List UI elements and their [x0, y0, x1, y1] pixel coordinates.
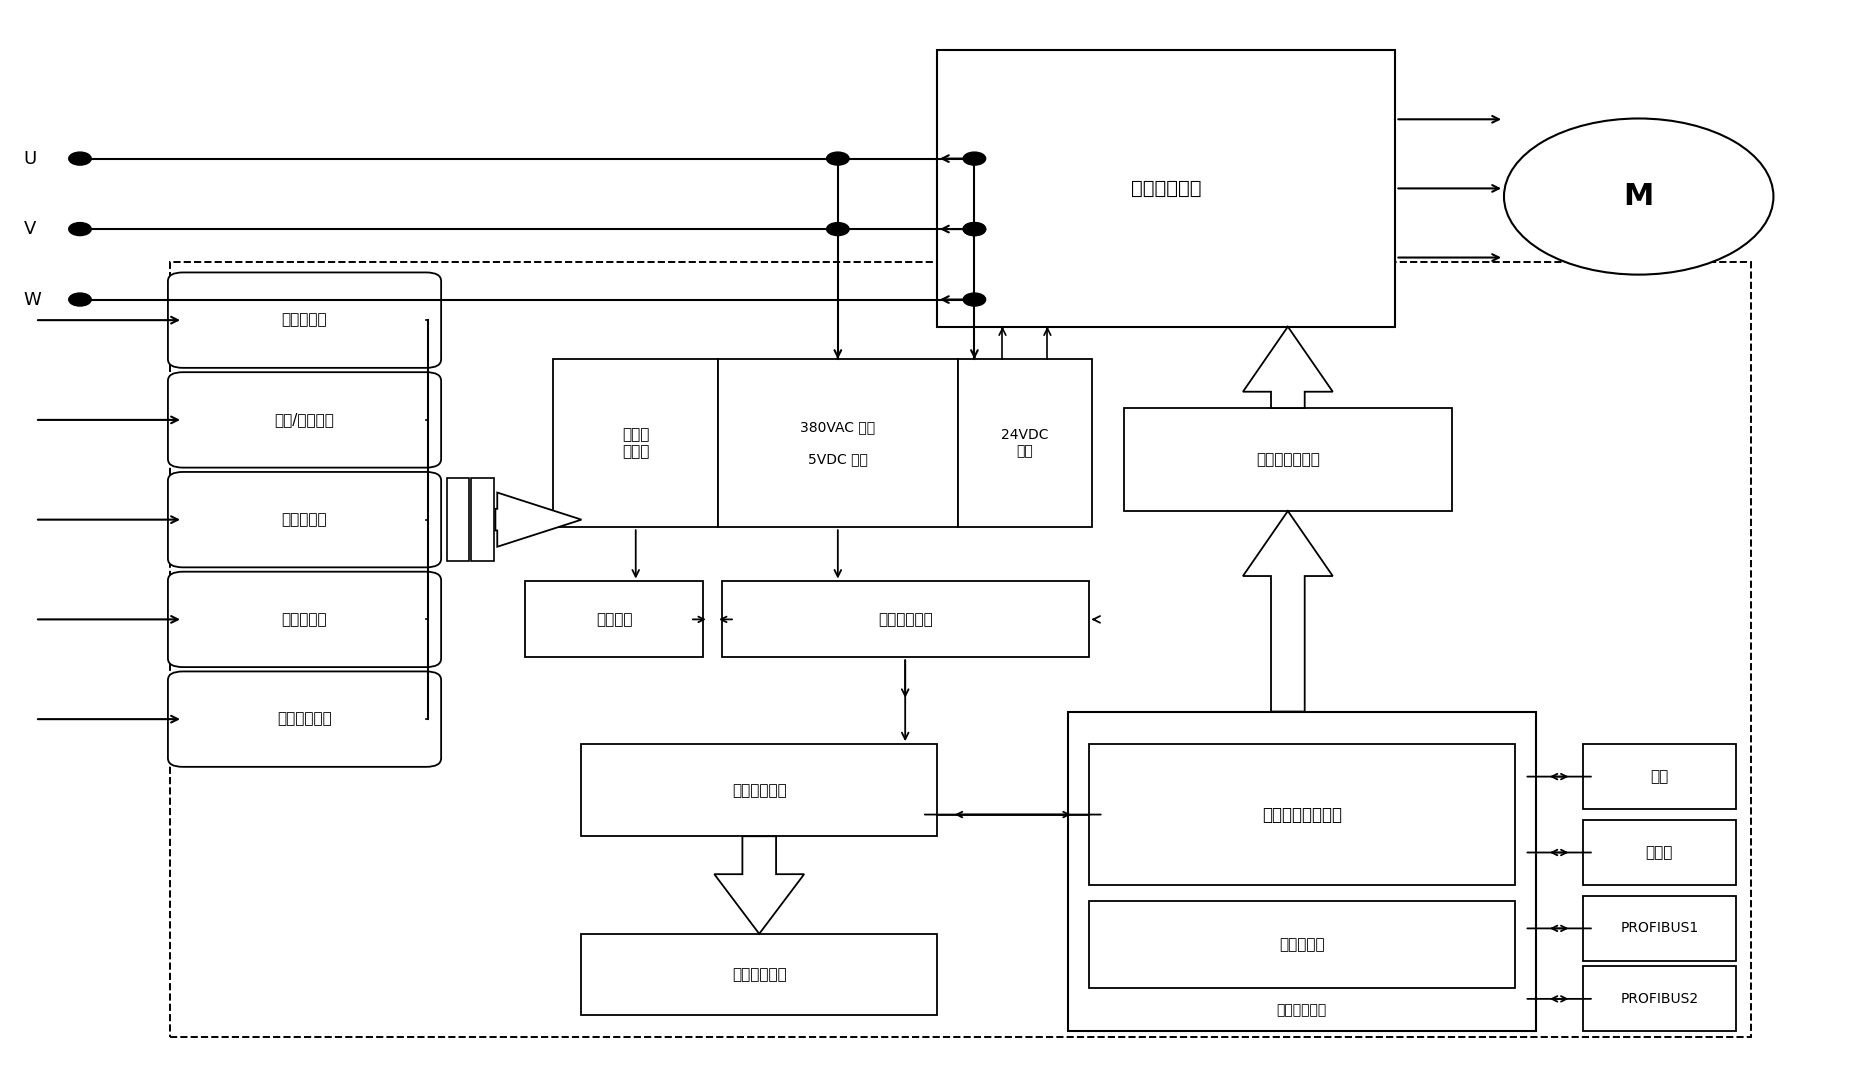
Circle shape [826, 152, 848, 165]
Circle shape [826, 223, 848, 236]
Text: V: V [24, 220, 36, 238]
Text: 电源转
换单元: 电源转 换单元 [622, 427, 650, 460]
Text: 信号处理单元: 信号处理单元 [732, 783, 787, 798]
FancyBboxPatch shape [169, 672, 440, 766]
Circle shape [963, 223, 985, 236]
Text: 液晶显示接口: 液晶显示接口 [732, 967, 787, 982]
Bar [1581, 820, 1734, 885]
Text: 模拟量输入: 模拟量输入 [281, 512, 328, 527]
Bar [1068, 712, 1536, 1032]
Text: 中央处理器及外围: 中央处理器及外围 [1261, 805, 1341, 824]
Bar [1124, 408, 1452, 511]
Text: W: W [24, 290, 41, 309]
Text: 380VAC 输入

5VDC 输出: 380VAC 输入 5VDC 输出 [800, 420, 875, 466]
Text: M: M [1622, 182, 1654, 211]
FancyBboxPatch shape [169, 472, 440, 567]
Text: PROFIBUS1: PROFIBUS1 [1620, 922, 1697, 936]
Bar [1581, 966, 1734, 1032]
Bar [446, 478, 468, 561]
Bar [581, 745, 936, 836]
Text: 热保护报警: 热保护报警 [281, 612, 328, 627]
Text: 以太网: 以太网 [1644, 845, 1673, 860]
Circle shape [69, 293, 92, 307]
Polygon shape [1242, 511, 1332, 712]
Text: 逻辑处理器: 逻辑处理器 [1279, 937, 1324, 952]
Text: 后备电池: 后备电池 [596, 612, 631, 627]
Polygon shape [714, 836, 804, 934]
Circle shape [69, 223, 92, 236]
Text: 位置传感器: 位置传感器 [281, 313, 328, 327]
Bar [1581, 896, 1734, 961]
Bar [717, 359, 957, 527]
Text: PROFIBUS2: PROFIBUS2 [1620, 991, 1697, 1005]
Circle shape [963, 223, 985, 236]
Text: 电机温度信号: 电机温度信号 [277, 712, 332, 726]
Bar [524, 582, 702, 658]
Text: 中央处理单元: 中央处理单元 [1276, 1002, 1326, 1016]
Polygon shape [1242, 327, 1332, 408]
Circle shape [963, 293, 985, 307]
Bar [170, 262, 1749, 1037]
Text: 24VDC
输出: 24VDC 输出 [1000, 428, 1049, 459]
Text: 功率控制单元: 功率控制单元 [1131, 179, 1201, 198]
Bar [581, 934, 936, 1015]
Text: 就地/远程切换: 就地/远程切换 [275, 412, 333, 427]
Bar [553, 359, 717, 527]
Circle shape [963, 152, 985, 165]
Text: 可控硅控制信号: 可控硅控制信号 [1255, 452, 1319, 467]
Bar [470, 478, 493, 561]
Bar [957, 359, 1092, 527]
Text: U: U [24, 150, 37, 167]
Bar [1088, 901, 1515, 988]
FancyBboxPatch shape [169, 572, 440, 667]
Polygon shape [494, 492, 581, 547]
FancyBboxPatch shape [169, 372, 440, 467]
FancyBboxPatch shape [169, 273, 440, 367]
Bar [1581, 745, 1734, 809]
Circle shape [69, 152, 92, 165]
Text: 串口: 串口 [1650, 770, 1667, 784]
Text: 电源管理单元: 电源管理单元 [877, 612, 933, 627]
Bar [936, 50, 1395, 327]
Circle shape [1504, 118, 1772, 275]
Bar [1088, 745, 1515, 885]
Bar [721, 582, 1088, 658]
